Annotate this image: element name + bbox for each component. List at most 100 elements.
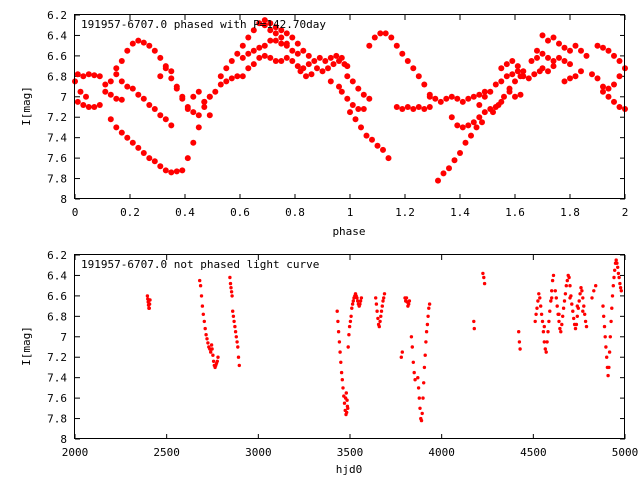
data-point (179, 93, 186, 100)
data-point (594, 42, 601, 49)
x-tick-label: 0.4 (175, 206, 195, 219)
data-point (459, 124, 466, 131)
data-point (605, 85, 612, 92)
data-point (382, 296, 386, 300)
data-point (140, 95, 147, 102)
data-point (476, 102, 483, 108)
data-point (418, 406, 422, 410)
data-point (570, 302, 574, 306)
data-point (506, 88, 513, 95)
data-point (517, 340, 522, 344)
data-point (385, 155, 392, 162)
data-point (594, 75, 601, 82)
y-axis-label: I[mag] (20, 326, 33, 366)
data-point (432, 95, 439, 102)
data-point (278, 27, 285, 34)
data-point (147, 306, 151, 310)
data-point (250, 27, 257, 34)
y-tick-label: 7.6 (47, 152, 67, 165)
data-point (325, 65, 331, 72)
data-point (604, 345, 608, 349)
plot-title: 191957-6707.0 not phased light curve (81, 258, 319, 271)
data-point (245, 50, 252, 57)
data-point (151, 106, 158, 112)
data-point (426, 314, 430, 318)
data-point (590, 296, 594, 300)
data-point (561, 58, 568, 64)
data-point (201, 312, 205, 316)
data-point (239, 73, 246, 80)
data-point (410, 345, 414, 349)
data-point (605, 355, 609, 359)
x-tick-label: 0.6 (230, 206, 250, 219)
plot-frame (74, 14, 625, 199)
data-point (190, 109, 197, 116)
data-point (113, 65, 120, 72)
data-point (550, 278, 555, 283)
data-point (410, 106, 417, 112)
data-point (374, 142, 381, 149)
data-point (267, 27, 274, 34)
data-point (459, 98, 466, 105)
data-point (378, 319, 382, 324)
data-point (229, 290, 234, 294)
data-point (575, 304, 579, 308)
data-point (539, 50, 546, 57)
data-point (557, 319, 561, 324)
data-point (102, 88, 109, 95)
data-point (419, 418, 424, 423)
data-point (537, 292, 541, 296)
data-point (300, 47, 307, 54)
data-point (375, 309, 379, 313)
data-point (541, 330, 546, 334)
data-point (551, 273, 556, 278)
y-tick-label: 6.4 (47, 29, 67, 42)
data-point (162, 167, 169, 174)
data-point (239, 42, 246, 49)
data-point (540, 319, 545, 324)
data-point (465, 95, 472, 102)
data-point (234, 73, 241, 80)
data-point (546, 330, 550, 334)
data-point (231, 314, 236, 318)
data-point (616, 271, 621, 276)
data-point (567, 75, 573, 82)
data-point (376, 316, 380, 321)
data-point (96, 73, 103, 80)
data-points (72, 17, 628, 184)
data-point (96, 102, 103, 108)
data-point (146, 102, 153, 108)
data-point (482, 275, 486, 280)
data-point (261, 42, 268, 49)
data-point (567, 275, 571, 280)
data-point (528, 58, 535, 64)
data-point (129, 40, 136, 47)
data-point (492, 81, 499, 88)
data-point (379, 309, 384, 313)
data-point (215, 359, 219, 363)
data-point (421, 106, 428, 112)
data-point (294, 50, 301, 57)
data-point (261, 22, 268, 29)
data-point (618, 286, 623, 290)
data-point (157, 163, 164, 170)
data-point (574, 322, 579, 327)
data-point (539, 312, 544, 316)
data-point (610, 306, 614, 310)
data-point (335, 309, 339, 313)
data-point (339, 370, 344, 375)
data-point (581, 309, 585, 313)
data-point (415, 73, 422, 80)
y-tick-label: 6.2 (47, 249, 67, 262)
x-tick-label: 2500 (153, 446, 180, 459)
x-tick-label: 3000 (245, 446, 272, 459)
data-point (209, 350, 213, 354)
data-point (451, 157, 458, 164)
data-point (245, 34, 252, 41)
data-point (565, 278, 569, 283)
data-point (358, 124, 364, 131)
data-point (381, 299, 385, 303)
data-point (217, 81, 224, 88)
data-point (80, 73, 87, 80)
axis-ticks: 2000 2500 3000 3500 4000 4500 5000 6.2 6.4 6.6 6.8… (47, 249, 638, 459)
